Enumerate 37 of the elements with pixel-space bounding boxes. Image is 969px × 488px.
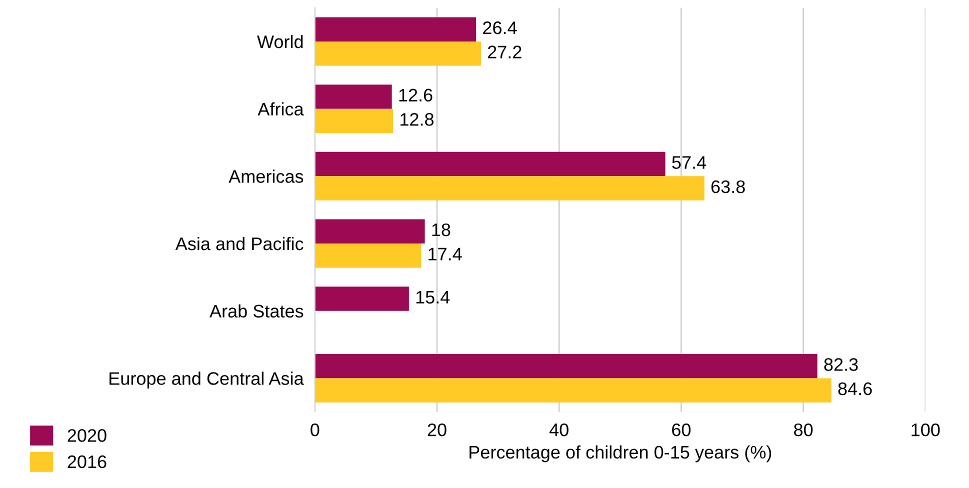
y-tick-label: Europe and Central Asia: [110, 372, 304, 388]
bar: [314, 176, 704, 200]
bar: [314, 354, 818, 378]
data-label: 84.6: [838, 382, 872, 396]
data-label: 12.6: [399, 88, 432, 102]
y-tick-label: Asia and Pacific: [175, 236, 304, 250]
bar: [314, 286, 409, 311]
data-label: 17.4: [428, 248, 462, 260]
y-tick-label: Arab States: [210, 304, 304, 318]
bar: [314, 108, 394, 134]
data-label: 82.3: [824, 358, 858, 371]
y-tick-label: World: [257, 34, 303, 48]
x-tick-label: 60: [672, 423, 691, 436]
bar: [314, 41, 481, 66]
data-label: 26.4: [483, 21, 517, 34]
data-label: 63.8: [711, 180, 745, 194]
x-axis-title: Percentage of children 0-15 years (%): [470, 445, 772, 462]
legend-label: 2016: [68, 455, 106, 468]
y-tick-label: Africa: [258, 102, 304, 116]
x-tick-label: 100: [912, 423, 940, 436]
bar: [314, 378, 832, 402]
x-tick-label: 40: [549, 423, 568, 436]
bar: [314, 17, 476, 42]
data-label: 12.8: [400, 113, 434, 126]
bar: [314, 84, 392, 109]
data-label: 57.4: [672, 156, 706, 169]
data-label: 18: [432, 223, 450, 236]
x-tick-label: 0: [310, 423, 320, 436]
data-label: 15.4: [416, 290, 450, 304]
bar: [314, 152, 666, 176]
bar: [314, 244, 422, 268]
y-tick-label: Americas: [228, 170, 304, 183]
bar: [314, 219, 425, 244]
legend-label: 2020: [68, 429, 106, 442]
data-label: 27.2: [488, 46, 522, 58]
x-tick-label: 20: [428, 423, 446, 436]
x-tick-label: 80: [794, 423, 813, 436]
